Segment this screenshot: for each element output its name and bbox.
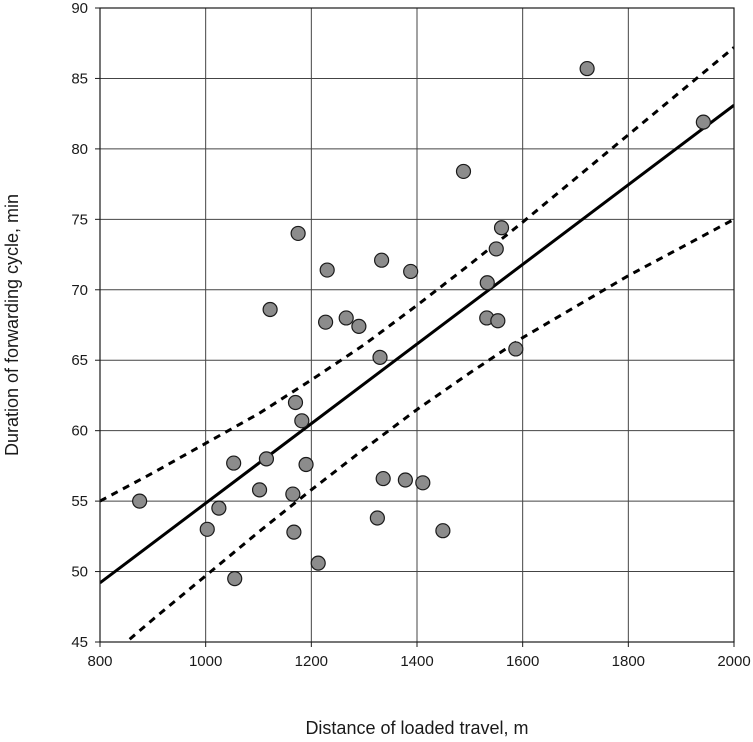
x-tick-labels: 800 1000 1200 1400 1600 1800 2000 <box>87 642 751 670</box>
data-point <box>508 341 524 357</box>
data-point <box>415 475 431 491</box>
data-point <box>262 301 278 318</box>
data-point <box>285 486 301 502</box>
y-tick-label: 55 <box>71 493 88 510</box>
data-point <box>290 225 306 242</box>
x-tick-label: 1400 <box>400 653 433 670</box>
data-point <box>199 521 215 537</box>
data-point <box>403 263 419 280</box>
data-point <box>455 163 472 180</box>
x-tick-label: 2000 <box>717 653 750 670</box>
data-point <box>579 60 595 77</box>
y-tick-label: 50 <box>71 564 88 581</box>
y-tick-label: 80 <box>71 141 88 158</box>
y-tick-label: 85 <box>71 70 88 87</box>
y-tick-labels: 45 50 55 60 65 70 75 80 85 90 <box>71 0 100 651</box>
data-point <box>251 482 268 498</box>
data-point <box>372 349 388 366</box>
x-tick-label: 1000 <box>189 653 222 670</box>
data-point <box>310 555 326 571</box>
upper-confidence-bound <box>100 46 734 503</box>
data-point <box>374 252 390 268</box>
data-point <box>488 241 504 257</box>
data-point <box>479 275 495 291</box>
data-point <box>397 472 413 488</box>
data-point <box>317 314 334 330</box>
regression-line <box>100 104 734 585</box>
x-tick-label: 1200 <box>295 653 328 670</box>
x-tick-label: 1600 <box>506 653 539 670</box>
data-point <box>298 456 314 473</box>
x-tick-label: 800 <box>87 653 112 670</box>
data-point <box>286 524 302 540</box>
grid <box>99 7 735 643</box>
y-tick-label: 90 <box>71 0 88 17</box>
data-point <box>369 510 385 526</box>
lower-confidence-bound <box>124 218 734 642</box>
data-point <box>490 313 506 329</box>
data-point <box>493 220 510 236</box>
data-point <box>226 455 242 471</box>
data-point <box>227 570 243 587</box>
data-point <box>132 493 148 509</box>
y-tick-label: 60 <box>71 423 88 440</box>
x-axis-label: Distance of loaded travel, m <box>305 718 528 738</box>
data-points <box>132 60 711 587</box>
data-point <box>695 114 711 130</box>
data-point <box>319 262 335 278</box>
y-tick-label: 65 <box>71 352 88 369</box>
data-point <box>435 523 451 539</box>
y-tick-label: 70 <box>71 282 88 299</box>
data-point <box>338 310 354 326</box>
data-point <box>211 500 227 516</box>
data-point <box>258 451 275 467</box>
data-point <box>294 413 310 429</box>
y-axis-label: Duration of forwarding cycle, min <box>2 194 22 456</box>
y-tick-label: 75 <box>71 211 88 228</box>
x-tick-label: 1800 <box>612 653 645 670</box>
data-point <box>375 470 391 487</box>
data-point <box>287 394 304 411</box>
data-point <box>351 318 367 335</box>
y-tick-label: 45 <box>71 634 88 651</box>
fit-lines <box>100 46 734 642</box>
